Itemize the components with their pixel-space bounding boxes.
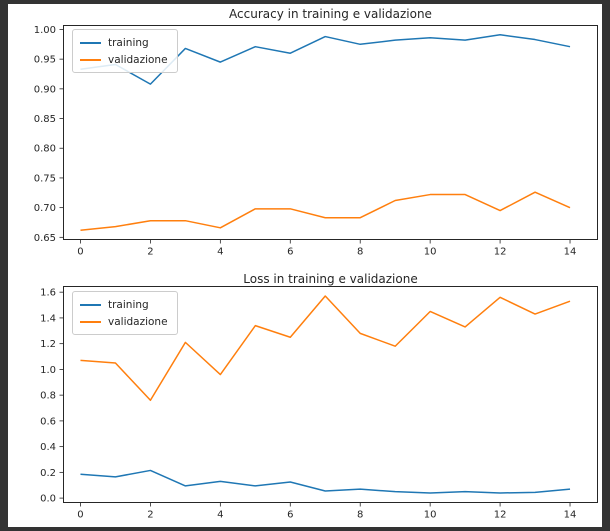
- x-tick-label: 12: [494, 247, 507, 258]
- legend-label-validazione: validazione: [108, 315, 168, 328]
- training-line: [80, 469, 571, 494]
- x-tick-label: 10: [424, 510, 437, 521]
- y-tick-label: 1.6: [40, 288, 56, 299]
- x-tick-label: 14: [564, 247, 577, 258]
- y-tick-label: 1.4: [40, 313, 56, 324]
- figure-canvas: Accuracy in training e validazione 0 2 4 6 8…: [8, 4, 602, 527]
- y-tick-label: 0.65: [34, 233, 56, 244]
- y-tick-label: 0.95: [34, 55, 56, 66]
- x-tick-label: 4: [217, 247, 223, 258]
- x-tick-label: 2: [147, 247, 153, 258]
- y-tick-label: 0.0: [40, 494, 56, 505]
- accuracy-legend: training validazione: [72, 29, 178, 73]
- y-tick-label: 1.0: [40, 365, 56, 376]
- loss-chart-title: Loss in training e validazione: [243, 272, 418, 286]
- y-tick-label: 0.6: [40, 416, 56, 427]
- x-tick-label: 0: [77, 510, 83, 521]
- loss-legend: training validazione: [72, 291, 178, 335]
- y-tick-label: 0.75: [34, 173, 56, 184]
- x-tick-label: 0: [77, 247, 83, 258]
- y-tick-label: 0.4: [40, 442, 56, 453]
- plot-border: [63, 25, 598, 240]
- training-line-swatch: [80, 303, 101, 306]
- x-tick-label: 6: [287, 510, 293, 521]
- legend-label-training: training: [108, 298, 149, 311]
- accuracy-chart-title: Accuracy in training e validazione: [229, 7, 432, 21]
- x-tick-label: 12: [494, 510, 507, 521]
- y-tick-label: 0.85: [34, 114, 56, 125]
- y-tick-label: 1.2: [40, 339, 56, 350]
- y-tick-label: 0.80: [34, 144, 56, 155]
- legend-label-validazione: validazione: [108, 53, 168, 66]
- x-tick-label: 4: [217, 510, 223, 521]
- validazione-line-swatch: [80, 320, 101, 323]
- training-line-swatch: [80, 41, 101, 44]
- validazione-line: [80, 191, 571, 231]
- x-tick-label: 6: [287, 247, 293, 258]
- x-tick-label: 8: [357, 247, 363, 258]
- plot-border: [63, 286, 598, 503]
- y-tick-label: 0.90: [34, 84, 56, 95]
- y-tick-label: 0.8: [40, 391, 56, 402]
- y-tick-label: 1.00: [34, 25, 56, 36]
- legend-item-training: training: [80, 34, 168, 51]
- legend-item-training: training: [80, 296, 168, 313]
- y-tick-label: 0.70: [34, 203, 56, 214]
- x-tick-label: 2: [147, 510, 153, 521]
- x-tick-label: 8: [357, 510, 363, 521]
- x-tick-label: 14: [564, 510, 577, 521]
- validazione-line: [80, 295, 571, 402]
- plot-svg: 0 2 4 6 8 10 12 14 1.6 1.4 1.2 1.0 0.8 0.6 0.4 0.2 0.0: [40, 286, 598, 521]
- validazione-line-swatch: [80, 58, 101, 61]
- x-tick-label: 10: [424, 247, 437, 258]
- loss-plot-area: 0 2 4 6 8 10 12 14 1.6 1.4 1.2 1.0 0.8 0.6 0.4 0.2 0.0: [40, 286, 598, 521]
- legend-item-validazione: validazione: [80, 313, 168, 330]
- legend-label-training: training: [108, 36, 149, 49]
- legend-item-validazione: validazione: [80, 51, 168, 68]
- y-tick-label: 0.2: [40, 468, 56, 479]
